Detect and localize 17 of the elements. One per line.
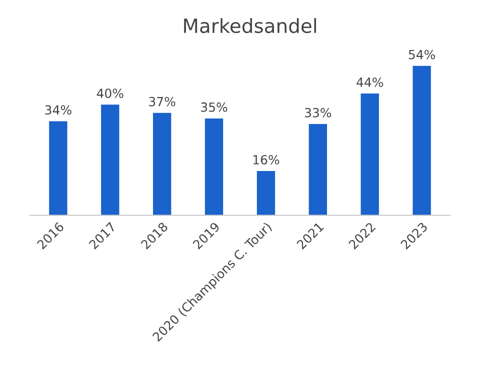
bar: [204, 118, 224, 216]
bar: [152, 112, 172, 216]
data-label: 33%: [304, 108, 332, 118]
data-label: 16%: [253, 155, 280, 164]
chart-title: Markedsandel: [184, 18, 316, 34]
data-label: 54%: [408, 50, 436, 60]
data-label: 44%: [356, 78, 384, 87]
bar: [308, 124, 328, 216]
bar: [360, 94, 379, 216]
bar: [256, 171, 276, 216]
bar: [49, 121, 68, 216]
data-label: 35%: [201, 102, 228, 112]
data-label: 34%: [45, 105, 72, 115]
bar: [412, 66, 431, 216]
data-label: 40%: [96, 88, 124, 98]
bar: [101, 104, 120, 216]
data-label: 37%: [149, 96, 176, 106]
